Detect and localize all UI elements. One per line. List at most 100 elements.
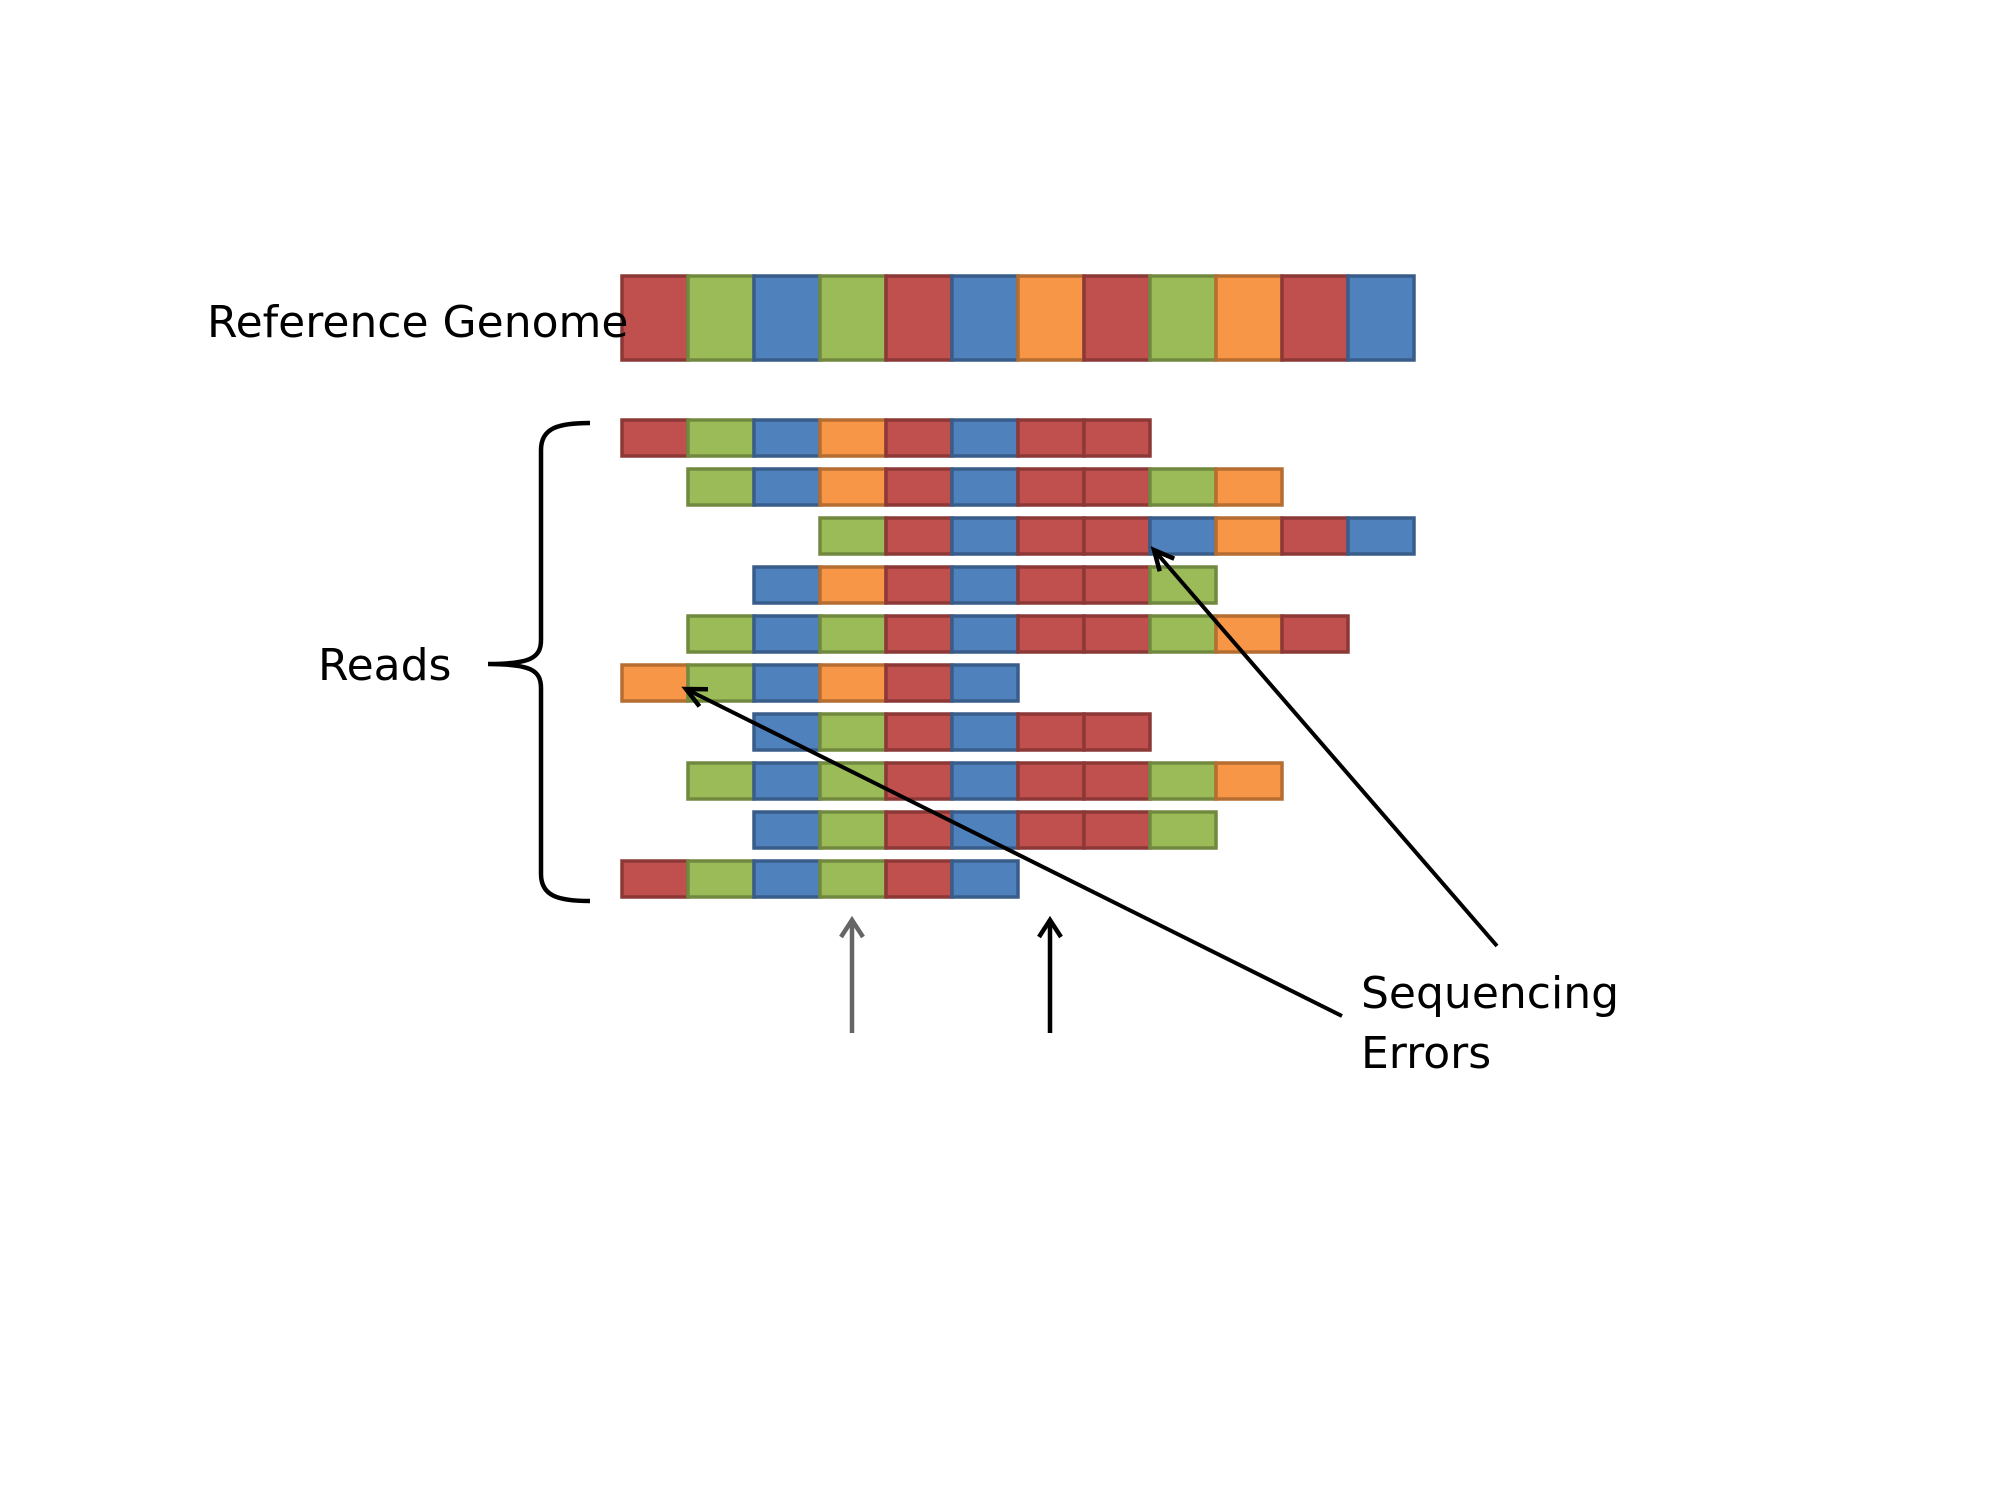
read-base-green — [818, 859, 888, 899]
read-base-red — [1016, 565, 1086, 605]
read-base-green — [818, 761, 888, 801]
read-base-blue — [950, 663, 1020, 703]
read-base-green — [686, 614, 756, 654]
read-base-blue — [950, 712, 1020, 752]
read-base-orange — [818, 663, 888, 703]
read-base-red — [1016, 418, 1086, 458]
read-base-orange — [1214, 516, 1284, 556]
read-base-red — [1016, 467, 1086, 507]
reads-brace — [487, 420, 591, 904]
read-base-blue — [752, 614, 822, 654]
reference-base-red — [1280, 274, 1350, 362]
read-row — [686, 614, 1350, 654]
read-base-red — [1082, 614, 1152, 654]
read-base-blue — [752, 467, 822, 507]
read-base-green — [818, 712, 888, 752]
read-base-green — [1148, 467, 1218, 507]
read-base-red — [1016, 712, 1086, 752]
reference-genome-track — [620, 274, 1416, 362]
read-base-red — [884, 516, 954, 556]
read-base-red — [1082, 516, 1152, 556]
read-row — [752, 712, 1152, 752]
reference-base-red — [1082, 274, 1152, 362]
position-marker-arrow — [839, 915, 865, 1033]
read-base-green — [1148, 614, 1218, 654]
read-base-red — [884, 712, 954, 752]
read-base-red — [620, 418, 690, 458]
read-base-orange — [818, 418, 888, 458]
reference-base-blue — [950, 274, 1020, 362]
read-base-red — [1016, 810, 1086, 850]
read-base-orange — [818, 565, 888, 605]
read-row — [752, 810, 1218, 850]
read-row — [686, 761, 1284, 801]
read-base-red — [884, 663, 954, 703]
read-base-red — [620, 859, 690, 899]
read-row — [818, 516, 1416, 556]
sequencing-errors-label-line2: Errors — [1361, 1028, 1492, 1079]
read-base-red — [1280, 614, 1350, 654]
read-base-blue — [752, 859, 822, 899]
read-row — [620, 859, 1020, 899]
sequencing-error-arrow — [681, 686, 1343, 1018]
read-base-blue — [950, 614, 1020, 654]
read-base-green — [1148, 761, 1218, 801]
position-marker-arrow — [1037, 915, 1063, 1033]
read-base-red — [1016, 614, 1086, 654]
read-base-red — [884, 614, 954, 654]
read-base-blue — [950, 418, 1020, 458]
read-row — [752, 565, 1218, 605]
sequencing-error-arrow — [1150, 546, 1499, 948]
read-base-orange — [1214, 467, 1284, 507]
read-base-red — [1082, 712, 1152, 752]
read-base-red — [1082, 810, 1152, 850]
position-markers — [839, 915, 1063, 1033]
read-base-red — [1082, 418, 1152, 458]
read-base-red — [1082, 761, 1152, 801]
read-base-orange — [818, 467, 888, 507]
reads-label: Reads — [318, 640, 452, 691]
reference-base-orange — [1016, 274, 1086, 362]
read-base-green — [818, 810, 888, 850]
read-base-blue — [752, 565, 822, 605]
read-row — [620, 418, 1152, 458]
read-base-blue — [752, 418, 822, 458]
read-base-red — [1082, 467, 1152, 507]
read-base-green — [1148, 565, 1218, 605]
read-base-green — [818, 516, 888, 556]
read-base-green — [686, 663, 756, 703]
read-base-green — [686, 859, 756, 899]
read-base-blue — [950, 565, 1020, 605]
read-base-blue — [950, 516, 1020, 556]
read-base-green — [1148, 810, 1218, 850]
read-base-blue — [752, 712, 822, 752]
reads-track — [620, 418, 1416, 899]
reference-base-blue — [1346, 274, 1416, 362]
read-base-red — [1016, 761, 1086, 801]
read-base-blue — [752, 663, 822, 703]
read-base-green — [686, 467, 756, 507]
sequencing-errors-label: Sequencing Errors — [1361, 964, 1619, 1084]
reference-base-orange — [1214, 274, 1284, 362]
sequencing-errors-label-line1: Sequencing — [1361, 968, 1620, 1019]
reference-base-green — [1148, 274, 1218, 362]
reference-base-green — [818, 274, 888, 362]
reference-base-blue — [752, 274, 822, 362]
read-base-green — [686, 418, 756, 458]
read-base-red — [1280, 516, 1350, 556]
read-base-blue — [950, 467, 1020, 507]
read-row — [620, 663, 1020, 703]
read-base-red — [884, 565, 954, 605]
read-base-blue — [752, 761, 822, 801]
read-base-orange — [620, 663, 690, 703]
read-base-red — [884, 467, 954, 507]
read-base-blue — [950, 761, 1020, 801]
read-base-red — [884, 418, 954, 458]
read-row — [686, 467, 1284, 507]
read-base-red — [1016, 516, 1086, 556]
read-base-blue — [752, 810, 822, 850]
reference-base-green — [686, 274, 756, 362]
read-base-blue — [950, 859, 1020, 899]
read-base-orange — [1214, 761, 1284, 801]
